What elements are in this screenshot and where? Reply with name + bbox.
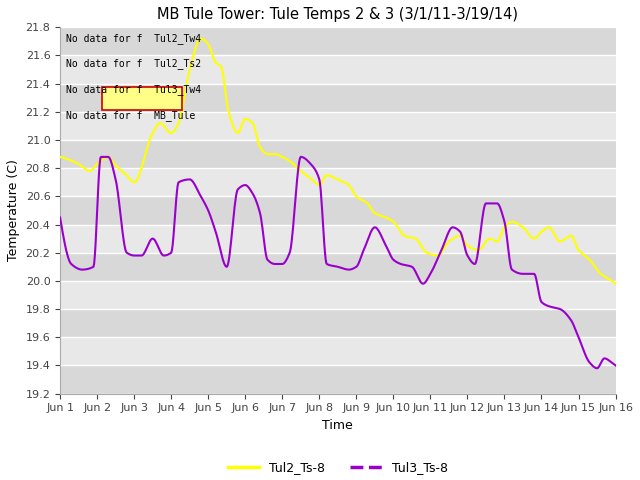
Legend: Tul2_Ts-8, Tul3_Ts-8: Tul2_Ts-8, Tul3_Ts-8	[223, 456, 452, 479]
Text: No data for f  MB_Tule: No data for f MB_Tule	[66, 110, 195, 120]
Y-axis label: Temperature (C): Temperature (C)	[7, 159, 20, 262]
X-axis label: Time: Time	[323, 419, 353, 432]
Bar	[60, 196, 616, 225]
Text: No data for f  Tul3_Tw4: No data for f Tul3_Tw4	[66, 84, 201, 95]
Bar	[60, 337, 616, 365]
Bar	[60, 27, 616, 56]
Bar	[60, 252, 616, 281]
Title: MB Tule Tower: Tule Temps 2 & 3 (3/1/11-3/19/14): MB Tule Tower: Tule Temps 2 & 3 (3/1/11-…	[157, 7, 518, 22]
Bar	[60, 365, 616, 394]
Bar	[60, 112, 616, 140]
Bar	[60, 281, 616, 309]
Text: No data for f  Tul2_Ts2: No data for f Tul2_Ts2	[66, 59, 201, 69]
Bar	[60, 140, 616, 168]
Bar	[102, 87, 182, 110]
Bar	[60, 56, 616, 84]
Text: No data for f  Tul2_Tw4: No data for f Tul2_Tw4	[66, 33, 201, 44]
Bar	[60, 225, 616, 252]
Bar	[60, 309, 616, 337]
Bar	[60, 168, 616, 196]
Bar	[60, 84, 616, 112]
